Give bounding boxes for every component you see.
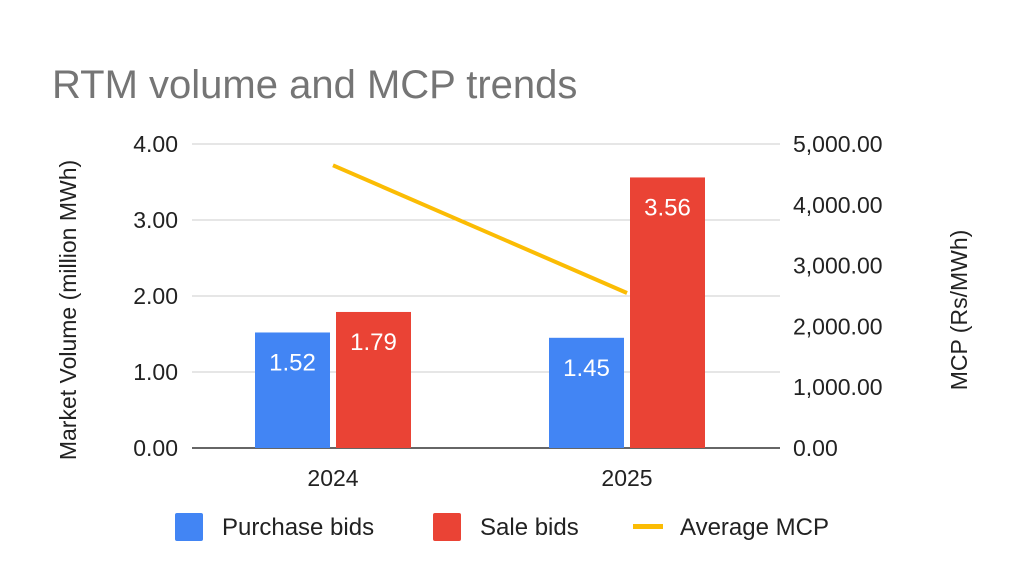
bar xyxy=(630,177,705,448)
legend-swatch xyxy=(175,513,203,541)
left-tick-label: 3.00 xyxy=(133,207,178,233)
bar-labels: 1.52 1.79 1.45 3.56 xyxy=(269,194,691,381)
right-tick-label: 0.00 xyxy=(793,435,838,461)
bar xyxy=(255,332,330,448)
legend-label: Average MCP xyxy=(680,514,829,541)
x-tick-label: 2024 xyxy=(307,465,358,491)
bar xyxy=(336,311,411,448)
left-tick-label: 1.00 xyxy=(133,359,178,385)
right-tick-label: 1,000.00 xyxy=(793,374,883,400)
legend-label: Purchase bids xyxy=(222,514,374,541)
bar-data-label: 1.52 xyxy=(269,349,316,376)
bar-data-label: 3.56 xyxy=(644,194,691,221)
right-tick-label: 4,000.00 xyxy=(793,192,883,218)
bar-data-label: 1.45 xyxy=(563,355,610,382)
bar xyxy=(549,337,624,448)
chart-title: RTM volume and MCP trends xyxy=(52,63,577,107)
bar-data-label: 1.79 xyxy=(350,329,397,356)
x-tick-label: 2025 xyxy=(601,465,652,491)
left-tick-label: 2.00 xyxy=(133,283,178,309)
legend-swatch xyxy=(433,513,461,541)
bars xyxy=(255,177,705,448)
legend: Purchase bids Sale bids Average MCP xyxy=(175,513,829,541)
right-tick-label: 3,000.00 xyxy=(793,253,883,279)
legend-label: Sale bids xyxy=(480,514,579,541)
left-axis-ticks: 0.00 1.00 2.00 3.00 4.00 xyxy=(133,131,178,461)
right-tick-label: 5,000.00 xyxy=(793,131,883,157)
legend-swatch xyxy=(633,524,663,529)
right-axis-ticks: 0.00 1,000.00 2,000.00 3,000.00 4,000.00 5,00… xyxy=(793,131,883,461)
left-tick-label: 4.00 xyxy=(133,131,178,157)
right-tick-label: 2,000.00 xyxy=(793,313,883,339)
right-axis-title: MCP (Rs/MWh) xyxy=(946,230,972,391)
left-axis-title: Market Volume (million MWh) xyxy=(55,160,81,460)
line-series xyxy=(332,163,628,295)
mcp-line xyxy=(332,163,628,295)
left-tick-label: 0.00 xyxy=(133,435,178,461)
x-axis-ticks: 2024 2025 xyxy=(307,465,652,491)
